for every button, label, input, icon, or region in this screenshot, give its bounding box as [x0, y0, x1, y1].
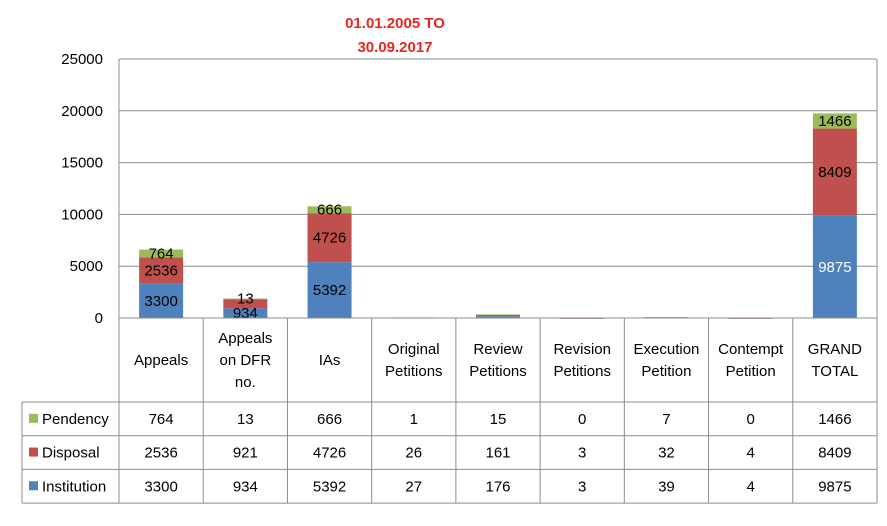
table-cell: 4 [746, 478, 754, 495]
bar-data-label: 4726 [313, 230, 346, 247]
category-label: GRAND [808, 341, 862, 358]
bar-pendency [223, 298, 268, 300]
bar-data-label: 1466 [818, 113, 851, 130]
y-tick-label: 0 [95, 310, 103, 327]
table-cell: 0 [578, 411, 586, 428]
table-cell: 39 [658, 478, 675, 495]
category-label: Petition [641, 363, 691, 380]
category-label: Appeals [134, 352, 188, 369]
table-cell: 176 [485, 478, 510, 495]
y-axis-ticks: 0 5000 10000 15000 20000 25000 [61, 51, 103, 327]
table-cell: 3 [578, 478, 586, 495]
table-cell: 666 [317, 411, 342, 428]
category-label: Petitions [385, 363, 443, 380]
table-cell: 8409 [818, 445, 851, 462]
y-tick-label: 5000 [70, 258, 103, 275]
table-cell: 161 [485, 445, 510, 462]
table-cell: 3 [578, 445, 586, 462]
table-cell: 4726 [313, 445, 346, 462]
bar-institution [223, 308, 268, 318]
table-cell: 13 [237, 411, 254, 428]
category-label: on DFR [219, 352, 271, 369]
table-cell: 32 [658, 445, 675, 462]
chart-title-line: 01.01.2005 TO [345, 15, 445, 32]
bar-data-label: 8409 [818, 164, 851, 181]
category-label: Review [473, 341, 522, 358]
category-label: Contempt [718, 341, 784, 358]
bar-disposal [812, 128, 857, 216]
legend-label: Disposal [42, 445, 100, 462]
bar-data-label: 2536 [144, 263, 177, 280]
table-cell: 9875 [818, 478, 851, 495]
legend-key [29, 413, 38, 423]
table-cell: 15 [490, 411, 507, 428]
chart-title: 01.01.2005 TO 30.09.2017 [345, 15, 445, 56]
category-label: Petitions [469, 363, 527, 380]
bar-institution [139, 283, 184, 318]
y-tick-label: 25000 [61, 51, 103, 68]
table-cell: 5392 [313, 478, 346, 495]
bar-pendency [812, 113, 857, 129]
table-cell: 1466 [818, 411, 851, 428]
table-cell: 27 [405, 478, 422, 495]
table-cell: 7 [662, 411, 670, 428]
table-cell: 3300 [144, 478, 177, 495]
legend-label: Pendency [42, 411, 109, 428]
bar-pendency [307, 206, 352, 214]
data-table: Appeals Appeals on DFR no. IAs Original Petiti… [21, 59, 878, 504]
bar-data-label: 764 [149, 246, 174, 263]
bar-disposal [139, 257, 184, 284]
category-label: no. [235, 374, 256, 391]
bar-data-label: 666 [317, 202, 342, 219]
table-cell: 26 [405, 445, 422, 462]
bar-pendency [476, 314, 520, 316]
category-label: Petition [726, 363, 776, 380]
bar-disposal [476, 314, 520, 317]
bar-data-label: 5392 [313, 282, 346, 299]
category-label: Revision [553, 341, 611, 358]
table-cell: 4 [746, 445, 754, 462]
table-cell: 764 [149, 411, 174, 428]
table-cell: 1 [410, 411, 418, 428]
bar-data-label: 9875 [818, 259, 851, 276]
table-cell: 921 [233, 445, 258, 462]
bar-data-label: 3300 [144, 293, 177, 310]
chart-title-line: 30.09.2017 [357, 39, 432, 56]
bar-institution [307, 262, 352, 318]
category-label: Execution [634, 341, 700, 358]
category-label: Appeals [218, 330, 272, 347]
bar-institution [476, 316, 520, 318]
y-tick-label: 10000 [61, 206, 103, 223]
category-label: TOTAL [811, 363, 858, 380]
legend-key [29, 481, 38, 491]
bar-disposal [223, 298, 268, 309]
table-cell: 934 [233, 478, 258, 495]
category-label: Original [388, 341, 440, 358]
bar-institution [812, 215, 857, 318]
category-label: IAs [319, 352, 341, 369]
legend-key [29, 447, 38, 457]
bar-pendency [139, 249, 184, 258]
y-tick-label: 20000 [61, 103, 103, 120]
bar-data-label: 13 [237, 291, 254, 308]
category-label: Petitions [553, 363, 611, 380]
bars [139, 113, 857, 319]
legend-label: Institution [42, 478, 106, 495]
bar-disposal [307, 213, 352, 263]
y-tick-label: 15000 [61, 155, 103, 172]
table-cell: 2536 [144, 445, 177, 462]
gridlines [119, 58, 877, 267]
table-cell: 0 [746, 411, 754, 428]
